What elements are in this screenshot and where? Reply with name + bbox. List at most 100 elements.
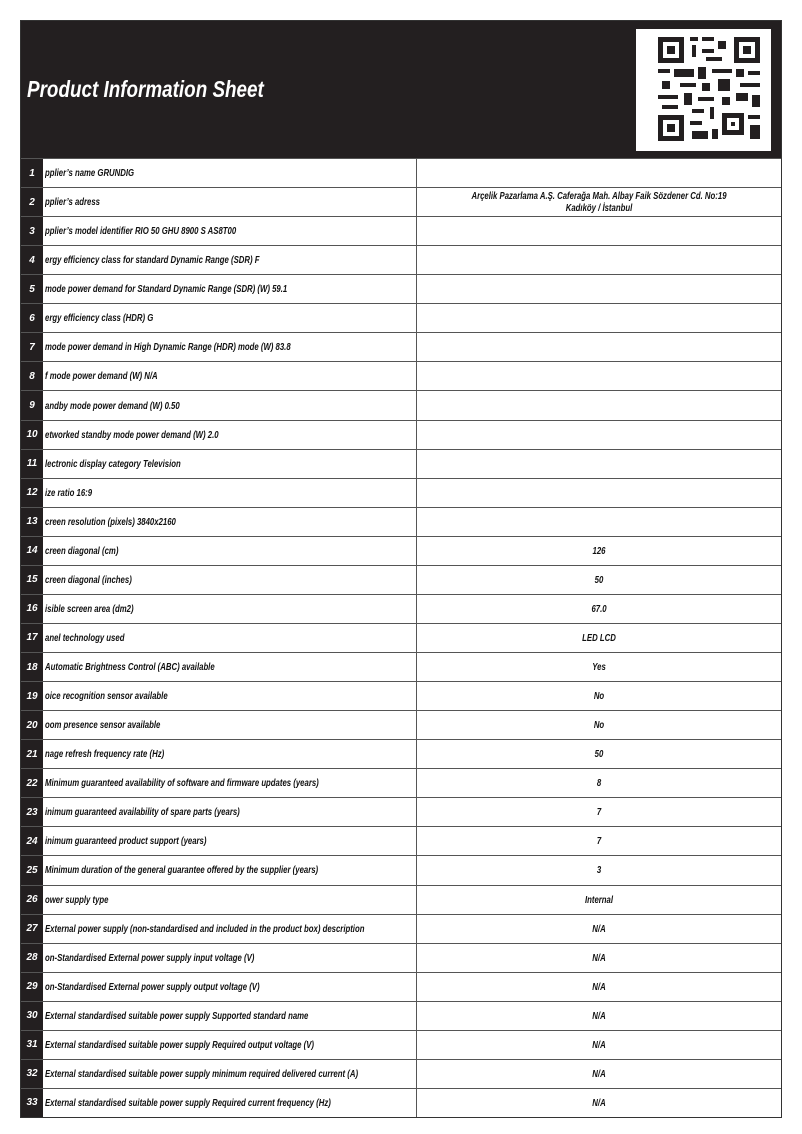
row-number: 25: [21, 856, 43, 885]
row-value-cell: [416, 478, 781, 507]
table-row: 7 mode power demand in High Dynamic Range…: [21, 332, 781, 362]
row-number: 26: [21, 885, 43, 914]
row-label-cell: mode power demand in High Dynamic Range …: [45, 333, 415, 361]
row-number: 21: [21, 740, 43, 769]
row-value-cell: No: [416, 682, 781, 711]
row-number: 2: [21, 188, 43, 217]
row-label: ergy efficiency class for standard Dynam…: [45, 254, 260, 267]
row-value-cell: N/A: [416, 914, 781, 943]
row-label-cell: on-Standardised External power supply in…: [45, 944, 415, 972]
row-value-cell: 50: [416, 565, 781, 594]
row-value: N/A: [592, 951, 606, 964]
row-label: Minimum duration of the general guarante…: [45, 864, 319, 877]
row-number: 32: [21, 1059, 43, 1088]
table-row: 22 Minimum guaranteed availability of sof…: [21, 768, 781, 798]
table-row: 24 inimum guaranteed product support (yea…: [21, 826, 781, 856]
row-value: N/A: [592, 1096, 606, 1109]
row-value: LED LCD: [582, 631, 616, 644]
row-label-cell: andby mode power demand (W) 0.50: [45, 391, 415, 419]
row-label: etworked standby mode power demand (W) 2…: [45, 428, 219, 441]
row-value: 3: [596, 864, 602, 877]
row-number: 8: [21, 362, 43, 391]
table-row: 31 External standardised suitable power s…: [21, 1029, 781, 1059]
row-label-cell: External standardised suitable power sup…: [45, 1089, 415, 1117]
row-label-cell: External standardised suitable power sup…: [45, 1031, 415, 1059]
row-number: 22: [21, 769, 43, 798]
row-number: 15: [21, 565, 43, 594]
table-row: 12 ize ratio 16:9: [21, 477, 781, 507]
row-label: on-Standardised External power supply ou…: [45, 980, 260, 993]
row-number: 5: [21, 275, 43, 304]
row-label-cell: oice recognition sensor available: [45, 682, 415, 710]
row-label-cell: inimum guaranteed product support (years…: [45, 827, 415, 855]
row-value: 50: [594, 573, 604, 586]
row-label: nage refresh frequency rate (Hz): [45, 748, 165, 761]
row-value-cell: [416, 275, 781, 304]
row-value: Internal: [584, 893, 614, 906]
row-value: N/A: [592, 1009, 606, 1022]
row-label: External standardised suitable power sup…: [45, 1038, 314, 1051]
row-label: creen diagonal (inches): [45, 573, 132, 586]
row-value: 8: [596, 777, 602, 790]
row-value-cell: [416, 217, 781, 246]
table-row: 15 creen diagonal (inches) 50: [21, 564, 781, 594]
table-row: 2 pplier’s adress Arçelik Pazarlama A.Ş. C…: [21, 187, 781, 217]
row-label: inimum guaranteed availability of spare …: [45, 806, 240, 819]
row-value: N/A: [592, 980, 606, 993]
row-value-cell: 7: [416, 827, 781, 856]
row-label-cell: lectronic display category Television: [45, 450, 415, 478]
row-number: 4: [21, 246, 43, 275]
row-label-cell: mode power demand for Standard Dynamic R…: [45, 275, 415, 303]
row-number: 13: [21, 507, 43, 536]
row-number: 10: [21, 420, 43, 449]
row-label-cell: creen resolution (pixels) 3840x2160: [45, 508, 415, 536]
row-value: No: [593, 690, 605, 703]
row-label-cell: on-Standardised External power supply ou…: [45, 973, 415, 1001]
row-value-cell: [416, 420, 781, 449]
row-label: f mode power demand (W) N/A: [45, 370, 158, 383]
row-value: N/A: [592, 1067, 606, 1080]
row-value: 7: [596, 806, 602, 819]
row-label: pplier’s adress: [45, 196, 101, 209]
table-row: 4 ergy efficiency class for standard Dyna…: [21, 245, 781, 275]
row-label-cell: creen diagonal (cm): [45, 537, 415, 565]
row-value-cell: LED LCD: [416, 623, 781, 653]
row-label: ower supply type: [45, 893, 109, 906]
row-value-cell: 67.0: [416, 594, 781, 623]
row-value-cell: N/A: [416, 972, 781, 1001]
row-value-cell: [416, 246, 781, 275]
row-label-cell: External standardised suitable power sup…: [45, 1002, 415, 1030]
row-value-cell: [416, 159, 781, 188]
table-row: 9 andby mode power demand (W) 0.50: [21, 390, 781, 420]
row-label-cell: ower supply type: [45, 886, 415, 914]
row-label-cell: pplier’s name GRUNDIG: [45, 159, 415, 187]
row-label: creen diagonal (cm): [45, 544, 119, 557]
table-row: 10 etworked standby mode power demand (W)…: [21, 419, 781, 449]
row-number: 7: [21, 333, 43, 362]
row-label: External power supply (non-standardised …: [45, 922, 365, 935]
row-label: anel technology used: [45, 631, 125, 644]
table-row: 29 on-Standardised External power supply …: [21, 971, 781, 1001]
row-value: 7: [596, 835, 602, 848]
row-label-cell: External standardised suitable power sup…: [45, 1060, 415, 1088]
row-label-cell: oom presence sensor available: [45, 711, 415, 739]
row-label: Automatic Brightness Control (ABC) avail…: [45, 661, 215, 674]
row-label-cell: f mode power demand (W) N/A: [45, 362, 415, 390]
table-row: 25 Minimum duration of the general guaran…: [21, 855, 781, 885]
row-value-cell: [416, 333, 781, 362]
row-number: 12: [21, 478, 43, 507]
table-row: 19 oice recognition sensor available No: [21, 681, 781, 711]
row-label-cell: Minimum duration of the general guarante…: [45, 856, 415, 884]
table-row: 27 External power supply (non-standardise…: [21, 913, 781, 943]
row-value-cell: Yes: [416, 653, 781, 682]
row-number: 33: [21, 1088, 43, 1117]
row-label-cell: External power supply (non-standardised …: [45, 915, 415, 943]
sheet: Product Information Sheet: [20, 20, 782, 1118]
row-value-cell: N/A: [416, 1030, 781, 1059]
table-row: 32 External standardised suitable power s…: [21, 1058, 781, 1088]
row-label: isible screen area (dm2): [45, 602, 134, 615]
row-value-cell: Arçelik Pazarlama A.Ş. Caferağa Mah. Alb…: [416, 188, 781, 217]
row-value-cell: N/A: [416, 1001, 781, 1030]
row-number: 20: [21, 711, 43, 740]
